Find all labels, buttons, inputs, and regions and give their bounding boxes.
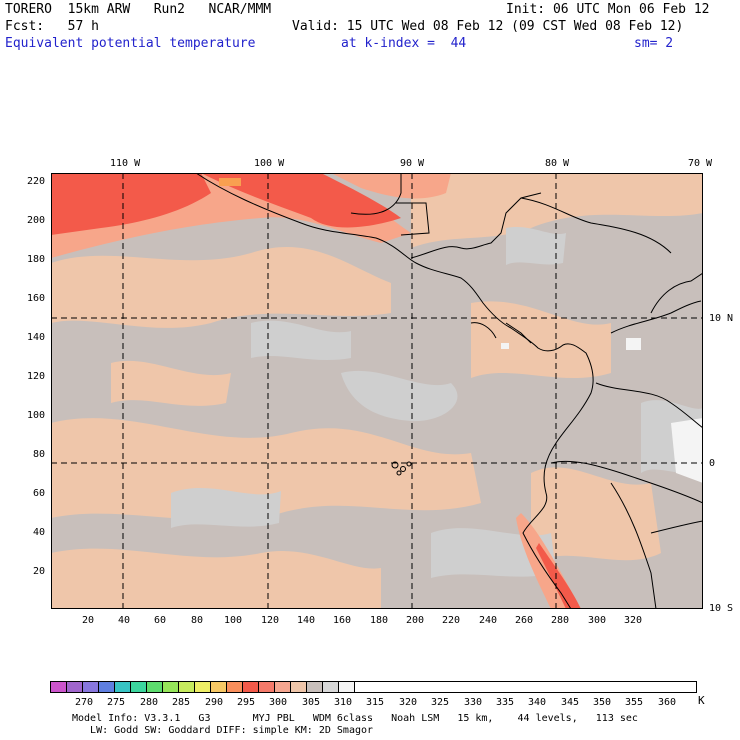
x-tick: 140: [297, 615, 316, 626]
forecast-hour: Fcst: 57 h: [5, 19, 99, 34]
x-tick: 280: [551, 615, 570, 626]
colorbar-swatch: [290, 681, 306, 693]
colorbar-label: 330: [463, 697, 483, 708]
y-tick: 100: [26, 410, 45, 421]
x-tick: 220: [442, 615, 461, 626]
colorbar-label: 305: [301, 697, 321, 708]
colorbar-swatch: [210, 681, 226, 693]
grid-lines: [51, 173, 703, 609]
x-tick: 120: [261, 615, 280, 626]
physics-info: LW: Godd SW: Goddard DIFF: simple KM: 2D…: [72, 725, 374, 736]
colorbar-label: 300: [268, 697, 288, 708]
colorbar-unit: K: [698, 694, 705, 707]
colorbar-swatch: [274, 681, 290, 693]
y-tick: 40: [32, 527, 45, 538]
y-tick: 180: [26, 254, 45, 265]
colorbar-swatch: [258, 681, 274, 693]
colorbar-label: 270: [74, 697, 94, 708]
galapagos-islands: [391, 461, 412, 476]
colorbar-label: 315: [365, 697, 385, 708]
model-info: Model Info: V3.3.1 G3 MYJ PBL WDM 6class…: [72, 713, 638, 724]
y-tick: 80: [32, 449, 45, 460]
colorbar-label: 310: [333, 697, 353, 708]
colorbar-swatch: [226, 681, 242, 693]
colorbar-swatch: [146, 681, 162, 693]
colorbar-label: 355: [624, 697, 644, 708]
y-tick: 160: [26, 293, 45, 304]
x-tick: 260: [515, 615, 534, 626]
colorbar-swatch: [178, 681, 194, 693]
y-tick: 60: [32, 488, 45, 499]
colorbar-label: 345: [560, 697, 580, 708]
colorbar-swatch: [130, 681, 146, 693]
colorbar-swatch: [66, 681, 82, 693]
init-time: Init: 06 UTC Mon 06 Feb 12: [506, 2, 710, 17]
colorbar-label: 360: [657, 697, 677, 708]
field-name: Equivalent potential temperature: [5, 36, 256, 51]
x-tick: 20: [82, 615, 95, 626]
y-tick: 200: [26, 215, 45, 226]
smoothing-info: sm= 2: [634, 36, 674, 51]
coastlines: [195, 173, 703, 609]
tan-regions: [51, 173, 703, 609]
colorbar-label: 280: [139, 697, 159, 708]
lon-label-70w: 70 W: [688, 158, 713, 169]
colorbar-swatch: [194, 681, 210, 693]
x-tick: 200: [406, 615, 425, 626]
colorbar-label: 320: [398, 697, 418, 708]
lon-label-90w: 90 W: [400, 158, 425, 169]
lat-label-10s: 10 S: [709, 603, 734, 614]
lat-label-10n: 10 N: [709, 313, 734, 324]
x-tick: 180: [370, 615, 389, 626]
level-info: at k-index = 44: [341, 36, 467, 51]
y-tick: 20: [32, 566, 45, 577]
colorbar-swatch: [82, 681, 98, 693]
x-tick: 80: [191, 615, 204, 626]
x-tick: 60: [154, 615, 167, 626]
x-tick: 100: [224, 615, 243, 626]
colorbar-label: 340: [527, 697, 547, 708]
x-tick: 40: [118, 615, 131, 626]
white-patches: [501, 338, 703, 483]
colorbar-swatch: [50, 681, 66, 693]
colorbar-label: 285: [171, 697, 191, 708]
lon-label-80w: 80 W: [545, 158, 570, 169]
model-title: TORERO 15km ARW Run2 NCAR/MMM: [5, 2, 272, 17]
x-tick: 240: [479, 615, 498, 626]
colorbar-swatch: [306, 681, 322, 693]
lon-label-110w: 110 W: [110, 158, 141, 169]
x-tick: 160: [333, 615, 352, 626]
colorbar-label: 295: [236, 697, 256, 708]
colorbar-swatch: [354, 681, 370, 693]
colorbar-swatch: [98, 681, 114, 693]
map-frame: [51, 173, 703, 609]
colorbar-label: 275: [106, 697, 126, 708]
valid-time: Valid: 15 UTC Wed 08 Feb 12 (09 CST Wed …: [292, 19, 684, 34]
colorbar-swatch: [338, 681, 354, 693]
colorbar-label: 335: [495, 697, 515, 708]
colorbar-swatch: [162, 681, 178, 693]
x-tick: 300: [588, 615, 607, 626]
colorbar-swatch: [114, 681, 130, 693]
x-tick: 320: [624, 615, 643, 626]
colorbar-label: 325: [430, 697, 450, 708]
y-tick: 220: [26, 176, 45, 187]
colorbar-swatch: [242, 681, 258, 693]
colorbar-swatch: [322, 681, 338, 693]
lat-label-0: 0: [709, 458, 716, 469]
lon-label-100w: 100 W: [254, 158, 285, 169]
y-tick: 140: [26, 332, 45, 343]
warm-core-regions: [51, 173, 581, 609]
map-plot: [51, 173, 703, 609]
colorbar-label: 350: [592, 697, 612, 708]
colorbar: [50, 681, 370, 693]
colorbar-label: 290: [204, 697, 224, 708]
y-tick: 120: [26, 371, 45, 382]
